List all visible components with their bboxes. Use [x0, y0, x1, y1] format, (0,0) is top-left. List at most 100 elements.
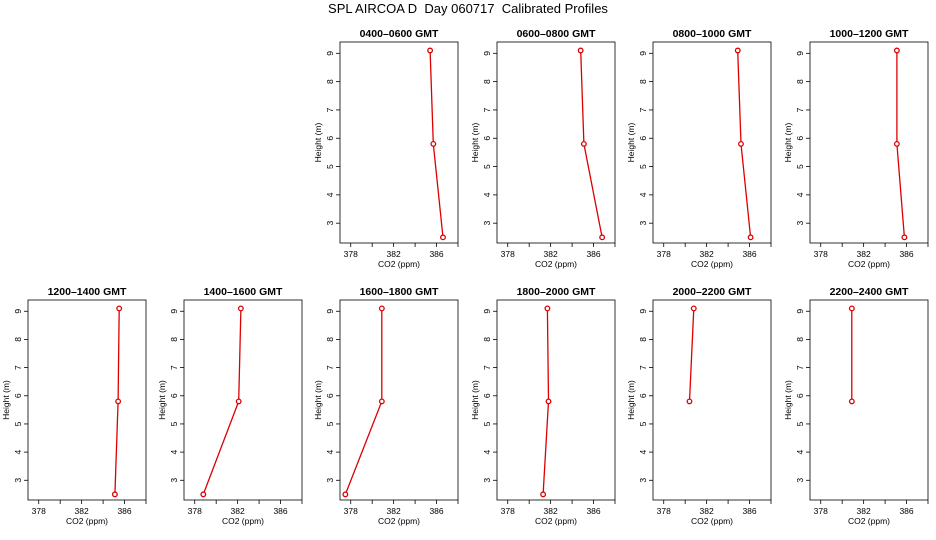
y-tick-label: 8	[795, 79, 805, 84]
y-tick-label: 4	[795, 192, 805, 197]
profile-panel: 0400–0600 GMT 378 382 386 3 4 5 6 7 8 9 CO2 (ppm) He…	[313, 28, 459, 269]
x-tick-label: 386	[117, 506, 131, 516]
y-tick-label: 7	[482, 107, 492, 112]
data-point	[580, 140, 587, 147]
y-tick-label: 4	[638, 192, 648, 197]
x-tick-label: 382	[387, 249, 401, 259]
y-tick-label: 7	[638, 365, 648, 370]
profile-panel: 0600–0800 GMT 378 382 386 3 4 5 6 7 8 9 CO2 (ppm) He…	[470, 28, 616, 269]
y-tick-label: 7	[638, 107, 648, 112]
y-tick-label: 6	[795, 136, 805, 141]
x-axis-label: CO2 (ppm)	[535, 516, 577, 526]
plot-frame	[496, 41, 616, 244]
y-tick-label: 6	[638, 136, 648, 141]
y-tick-label: 3	[13, 478, 23, 483]
y-tick-label: 3	[638, 221, 648, 226]
y-axis-label: Height (m)	[470, 380, 480, 420]
y-tick-label: 4	[169, 449, 179, 454]
profile-panel: 1800–2000 GMT 378 382 386 3 4 5 6 7 8 9 CO2 (ppm) He…	[470, 286, 616, 526]
panel-title: 1000–1200 GMT	[830, 28, 909, 40]
y-tick-label: 6	[638, 393, 648, 398]
y-tick-label: 9	[482, 309, 492, 314]
data-point	[738, 140, 744, 147]
panel-title: 1800–2000 GMT	[517, 286, 596, 298]
series-line	[344, 308, 383, 495]
y-tick-label: 7	[795, 365, 805, 370]
y-axis-label: Height (m)	[626, 123, 636, 163]
y-tick-label: 9	[795, 51, 805, 56]
plot-frame	[496, 299, 616, 501]
x-tick-label: 382	[544, 506, 558, 516]
profile-panel: 1200–1400 GMT 378 382 386 3 4 5 6 7 8 9 CO2 (ppm) He…	[1, 286, 147, 526]
series-line	[202, 308, 242, 495]
data-point	[427, 47, 434, 54]
y-tick-label: 3	[795, 478, 805, 483]
panel-title: 1600–1800 GMT	[360, 286, 439, 298]
y-tick-label: 9	[325, 51, 335, 56]
profile-panel: 2000–2200 GMT 378 382 386 3 4 5 6 7 8 9 CO2 (ppm) He…	[626, 286, 772, 526]
x-tick-label: 378	[657, 506, 671, 516]
x-tick-label: 378	[501, 249, 515, 259]
data-point	[540, 491, 547, 498]
y-tick-label: 6	[795, 393, 805, 398]
y-tick-label: 3	[638, 478, 648, 483]
y-tick-label: 7	[325, 365, 335, 370]
x-tick-label: 386	[586, 249, 600, 259]
y-tick-label: 3	[325, 478, 335, 483]
plot-frame	[339, 299, 459, 501]
data-point	[342, 491, 349, 498]
data-point	[734, 47, 741, 54]
y-tick-label: 5	[638, 421, 648, 426]
panel-title: 1400–1600 GMT	[204, 286, 283, 298]
y-tick-label: 4	[325, 192, 335, 197]
page-title: SPL AIRCOA D Day 060717 Calibrated Profi…	[328, 1, 608, 16]
x-tick-label: 378	[814, 249, 828, 259]
x-axis-label: CO2 (ppm)	[66, 516, 108, 526]
data-point	[690, 305, 697, 312]
y-tick-label: 5	[795, 421, 805, 426]
x-tick-label: 382	[700, 249, 714, 259]
data-point	[599, 234, 606, 241]
data-point	[235, 398, 242, 405]
x-axis-label: CO2 (ppm)	[848, 516, 890, 526]
x-tick-label: 386	[742, 506, 756, 516]
plot-frame	[27, 299, 147, 501]
x-tick-label: 386	[586, 506, 600, 516]
x-tick-label: 382	[387, 506, 401, 516]
y-axis-label: Height (m)	[313, 380, 323, 420]
y-tick-label: 9	[169, 309, 179, 314]
profile-panel: 1600–1800 GMT 378 382 386 3 4 5 6 7 8 9 CO2 (ppm) He…	[313, 286, 459, 526]
y-tick-label: 5	[325, 421, 335, 426]
y-tick-label: 9	[638, 309, 648, 314]
y-tick-label: 5	[795, 164, 805, 169]
profile-panel: 1000–1200 GMT 378 382 386 3 4 5 6 7 8 9 CO2 (ppm) He…	[783, 28, 929, 269]
x-tick-label: 382	[700, 506, 714, 516]
plot-frame	[183, 299, 303, 501]
y-tick-label: 6	[325, 136, 335, 141]
data-point	[430, 140, 437, 147]
x-tick-label: 382	[75, 506, 89, 516]
x-tick-label: 386	[899, 249, 913, 259]
data-point	[116, 305, 123, 312]
y-tick-label: 8	[13, 337, 23, 342]
x-axis-label: CO2 (ppm)	[378, 516, 420, 526]
y-tick-label: 6	[482, 136, 492, 141]
x-tick-label: 386	[429, 506, 443, 516]
x-tick-label: 386	[899, 506, 913, 516]
plot-frame	[652, 41, 772, 244]
x-tick-label: 382	[544, 249, 558, 259]
y-axis-label: Height (m)	[783, 380, 793, 420]
y-tick-label: 7	[169, 365, 179, 370]
data-point	[378, 398, 385, 405]
profile-panel: 2200–2400 GMT 378 382 386 3 4 5 6 7 8 9 CO2 (ppm) He…	[783, 286, 929, 526]
x-axis-label: CO2 (ppm)	[378, 259, 420, 269]
y-tick-label: 8	[325, 79, 335, 84]
y-axis-label: Height (m)	[626, 380, 636, 420]
x-tick-label: 378	[501, 506, 515, 516]
y-axis-label: Height (m)	[1, 380, 11, 420]
y-tick-label: 8	[795, 337, 805, 342]
y-tick-label: 3	[482, 478, 492, 483]
data-point	[848, 398, 855, 405]
y-tick-label: 7	[482, 365, 492, 370]
y-tick-label: 7	[795, 107, 805, 112]
